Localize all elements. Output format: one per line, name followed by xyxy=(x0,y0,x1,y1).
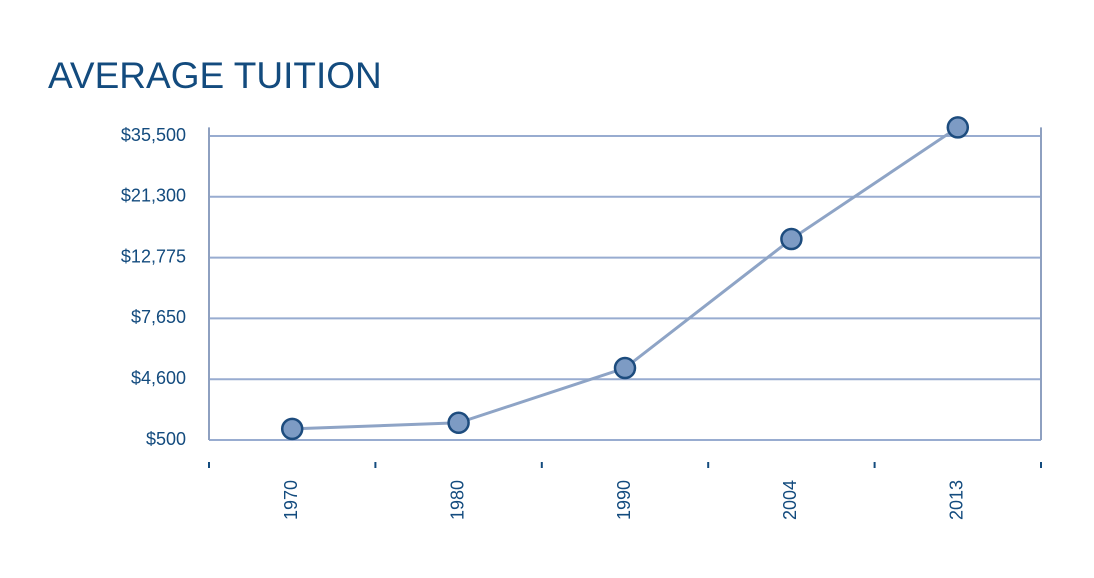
chart-title: AVERAGE TUITION xyxy=(48,55,382,96)
marker xyxy=(613,356,637,380)
y-tick-label: $7,650 xyxy=(131,307,186,327)
marker xyxy=(447,411,470,435)
x-tick-label: 1970 xyxy=(281,480,301,520)
x-tick-label: 2004 xyxy=(780,480,800,520)
marker xyxy=(946,116,970,139)
marker xyxy=(280,417,304,441)
line xyxy=(292,126,959,431)
marker xyxy=(780,227,803,251)
y-tick-label: $500 xyxy=(146,429,186,449)
y-tick-label: $12,775 xyxy=(121,246,186,266)
y-tick-label: $35,500 xyxy=(121,125,186,145)
y-tick-label: $21,300 xyxy=(121,186,186,206)
x-tick-label: 1980 xyxy=(447,480,467,520)
x-tick-label: 1990 xyxy=(614,480,634,520)
x-tick-label: 2013 xyxy=(947,480,967,520)
y-tick-label: $4,600 xyxy=(131,368,186,388)
